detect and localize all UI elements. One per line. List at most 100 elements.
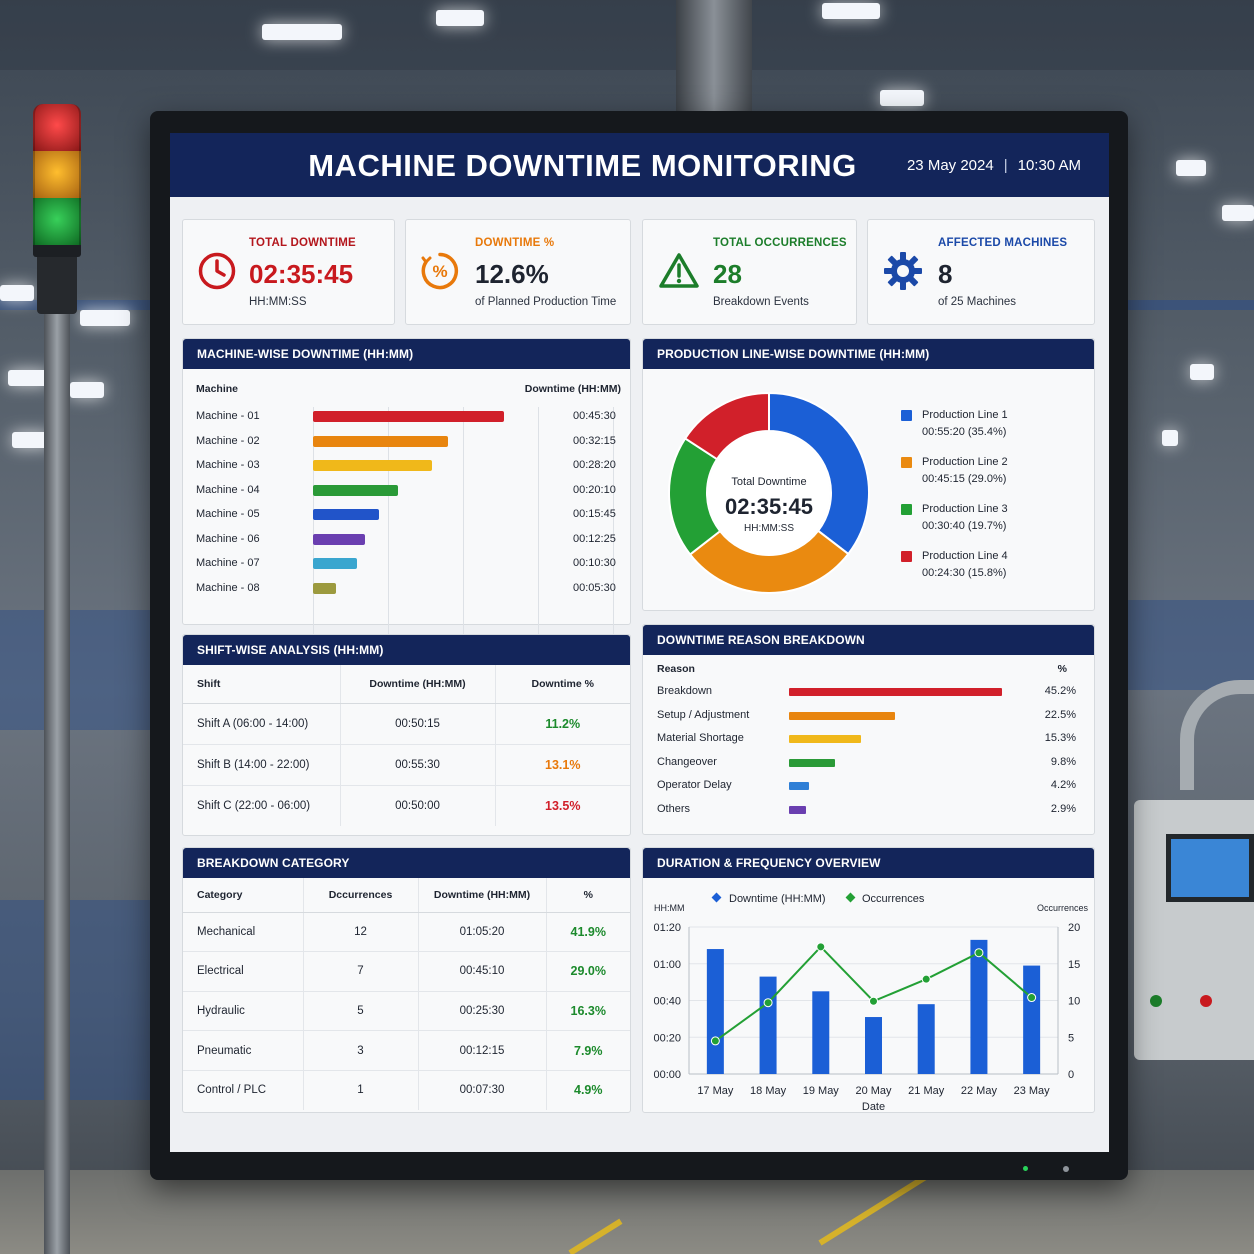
category-downtime: 00:45:10 [418, 951, 547, 992]
occurrence-point [921, 974, 931, 984]
machine-name: Machine - 02 [196, 434, 260, 447]
kpi-label: TOTAL OCCURRENCES [713, 237, 847, 249]
ambient-sensor [1063, 1166, 1069, 1172]
category-downtime: 01:05:20 [418, 912, 547, 953]
x-tick-label: 23 May [1014, 1085, 1051, 1097]
occurrence-point [869, 996, 878, 1006]
clock-icon [198, 252, 236, 290]
x-tick-label: 17 May [697, 1085, 734, 1097]
downtime-bar [1023, 965, 1041, 1074]
downtime-bar [313, 558, 358, 569]
legend-value: 00:45:15 (29.0%) [922, 473, 1007, 485]
production-line-panel: PRODUCTION LINE-WISE DOWNTIME (HH:MM) To… [642, 338, 1095, 611]
legend-label: Downtime (HH:MM) [729, 893, 826, 905]
category-percent: 41.9% [546, 912, 630, 953]
column-header-downtime: Downtime (HH:MM) [524, 383, 621, 395]
shift-percent: 11.2% [495, 703, 630, 745]
y2-tick-label: 20 [1068, 922, 1080, 934]
reason-row: Changeover 9.8% [643, 753, 1093, 773]
downtime-value: 00:45:30 [573, 410, 616, 422]
machine-name: Machine - 05 [196, 508, 260, 520]
machine-name: Machine - 03 [196, 459, 260, 471]
panel-title: DURATION & FREQUENCY OVERVIEW [643, 848, 1094, 878]
downtime-value: 00:15:45 [573, 508, 616, 520]
y-tick-label: 01:20 [653, 922, 681, 934]
category-percent: 29.0% [546, 951, 630, 992]
category-downtime: 00:07:30 [418, 1070, 547, 1110]
machine-row: Machine - 04 00:20:10 [183, 481, 631, 501]
table-row: Pneumatic 3 00:12:15 7.9% [183, 1030, 630, 1071]
occurrence-point [974, 948, 984, 958]
column-header: Downtime (HH:MM) [418, 878, 547, 913]
occurrence-count: 12 [303, 912, 419, 953]
legend-value: 00:24:30 (15.8%) [922, 567, 1007, 579]
kpi-label: TOTAL DOWNTIME [249, 237, 356, 249]
panel-title: MACHINE-WISE DOWNTIME (HH:MM) [183, 339, 630, 369]
column-header: % [546, 878, 630, 913]
breakdown-category-panel: BREAKDOWN CATEGORY Category Dccurrences … [182, 847, 631, 1113]
occurrence-point [763, 998, 773, 1008]
downtime-value: 00:32:15 [573, 434, 616, 447]
downtime-bar [865, 1017, 882, 1074]
y2-tick-label: 10 [1068, 996, 1080, 1008]
reason-bar [789, 711, 896, 720]
kpi-value: 12.6% [475, 259, 549, 289]
kpi-subtext: Breakdown Events [713, 296, 809, 308]
machine-row: Machine - 08 00:05:30 [183, 579, 631, 599]
stack-light-mast [44, 262, 70, 1254]
category-downtime: 00:25:30 [418, 991, 547, 1032]
donut-center-label: Total Downtime [731, 476, 807, 488]
kpi-subtext: of Planned Production Time [475, 296, 617, 308]
column-header: Dccurrences [303, 878, 419, 913]
machine-name: Machine - 08 [196, 581, 260, 594]
donut-hole [708, 432, 830, 554]
occurrence-count: 7 [303, 951, 419, 992]
reason-percent: 22.5% [1044, 708, 1076, 721]
grid-line [388, 407, 389, 635]
machine-row: Machine - 07 00:10:30 [183, 554, 631, 574]
donut-slice [768, 391, 870, 556]
legend-swatch [901, 410, 912, 421]
shift-downtime: 00:55:30 [340, 744, 496, 786]
machine-row: Machine - 02 00:32:15 [183, 432, 631, 452]
y2-tick-label: 0 [1068, 1069, 1074, 1081]
kpi-downtime-percent: % DOWNTIME % 12.6% of Planned Production… [405, 219, 631, 325]
percent-icon: % [421, 252, 459, 290]
x-axis-title: Date [862, 1101, 885, 1112]
category-name: Control / PLC [183, 1070, 304, 1110]
header-date: 23 May 2024 [906, 157, 994, 174]
legend-label: Production Line 4 [922, 550, 1008, 562]
category-percent: 16.3% [546, 991, 630, 1032]
column-header: Downtime (HH:MM) [340, 665, 496, 704]
kpi-value: 02:35:45 [249, 259, 354, 289]
reason-breakdown-panel: DOWNTIME REASON BREAKDOWN Reason % Break… [642, 624, 1095, 835]
reason-row: Breakdown 45.2% [643, 682, 1093, 702]
legend-label: Production Line 1 [922, 409, 1008, 421]
legend-line-marker [845, 892, 856, 903]
downtime-value: 00:05:30 [573, 581, 616, 594]
shift-name: Shift A (06:00 - 14:00) [183, 703, 341, 745]
shift-name: Shift B (14:00 - 22:00) [183, 744, 341, 786]
downtime-bar [313, 582, 337, 594]
reason-name: Operator Delay [657, 779, 732, 791]
gear-icon [884, 252, 922, 290]
reason-percent: 45.2% [1044, 685, 1076, 697]
downtime-bar [313, 484, 398, 496]
machine-name: Machine - 07 [196, 557, 260, 569]
reason-row: Material Shortage 15.3% [643, 729, 1093, 749]
production-line-donut [668, 391, 870, 594]
machine-row: Machine - 01 00:45:30 [183, 407, 631, 427]
y2-axis-title: Occurrences [1037, 903, 1089, 913]
reason-bar [789, 758, 836, 767]
stack-light-green [33, 198, 81, 245]
occurrence-count: 1 [303, 1070, 419, 1110]
legend-label: Occurrences [862, 893, 925, 905]
header-time: 10:30 AM [1017, 157, 1081, 174]
column-header-reason: Reason [657, 663, 695, 675]
column-header: Category [183, 878, 304, 913]
kpi-value: 28 [713, 259, 742, 289]
shift-percent: 13.1% [495, 744, 630, 786]
page-title: MACHINE DOWNTIME MONITORING [308, 148, 857, 183]
machine-wise-chart: Machine Downtime (HH:MM) 00:0000:1500:30… [183, 369, 632, 654]
kpi-affected-machines: AFFECTED MACHINES 8 of 25 Machines [867, 219, 1095, 325]
